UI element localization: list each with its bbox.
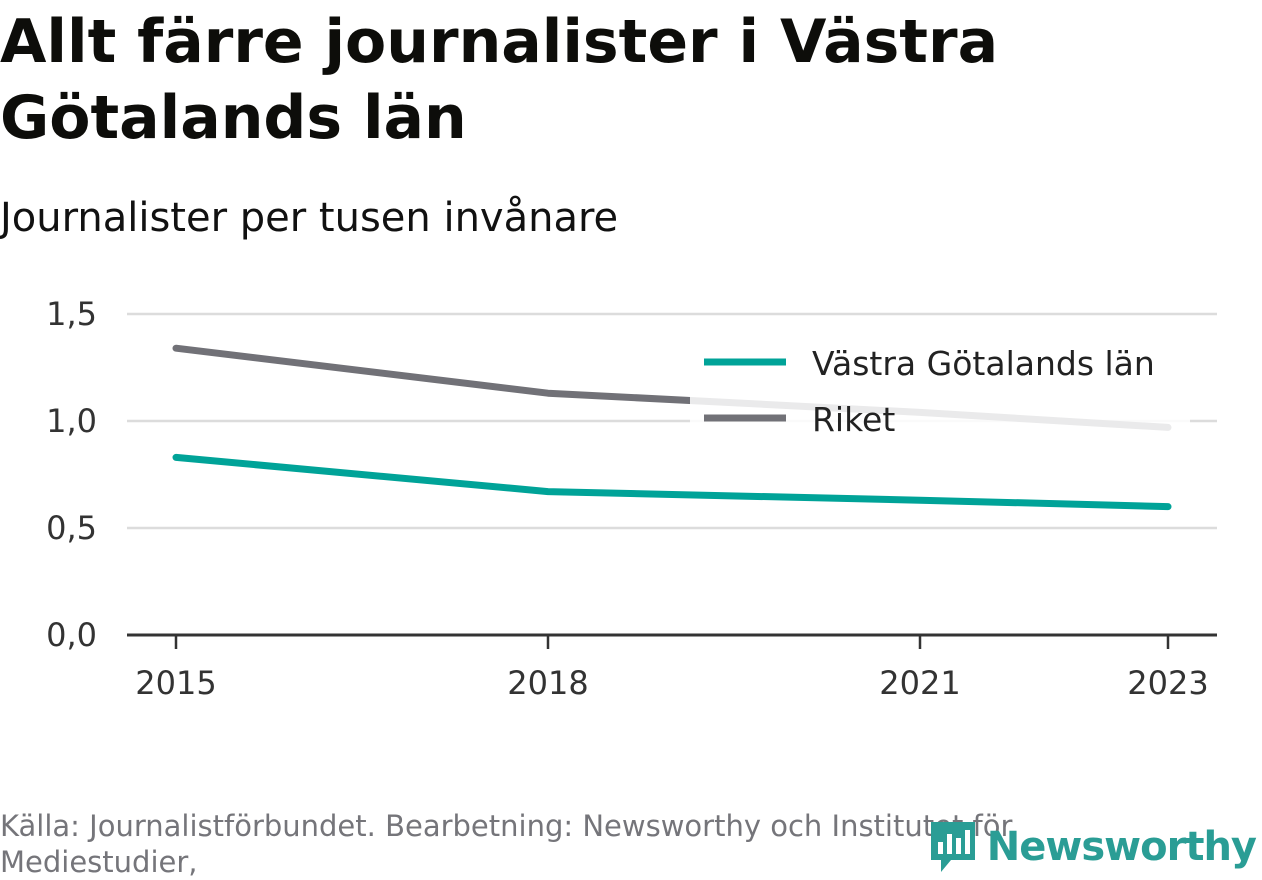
legend-label-vastra-gotalands-lan: Västra Götalands län [812, 344, 1155, 383]
series-line-vastra-gotalands-lan [176, 457, 1168, 506]
bar-chart-speech-bubble-icon [927, 818, 979, 876]
x-tick-label: 2023 [1127, 664, 1208, 702]
x-tick-label: 2018 [507, 664, 588, 702]
y-tick-label: 1,5 [46, 295, 97, 333]
x-tick-label: 2021 [879, 664, 960, 702]
y-axis: 0,0 0,5 1,0 1,5 [46, 295, 97, 654]
line-chart: 0,0 0,5 1,0 1,5 2015 2018 2021 2023 Västra Göt… [0, 0, 1262, 800]
legend: Västra Götalands län Riket [690, 334, 1190, 442]
y-tick-label: 0,5 [46, 509, 97, 547]
x-axis: 2015 2018 2021 2023 [127, 635, 1217, 702]
x-tick-label: 2015 [135, 664, 216, 702]
y-tick-label: 1,0 [46, 402, 97, 440]
legend-label-riket: Riket [812, 400, 895, 439]
y-tick-label: 0,0 [46, 616, 97, 654]
newsworthy-logo: Newsworthy [927, 818, 1256, 876]
logo-text: Newsworthy [987, 824, 1256, 870]
